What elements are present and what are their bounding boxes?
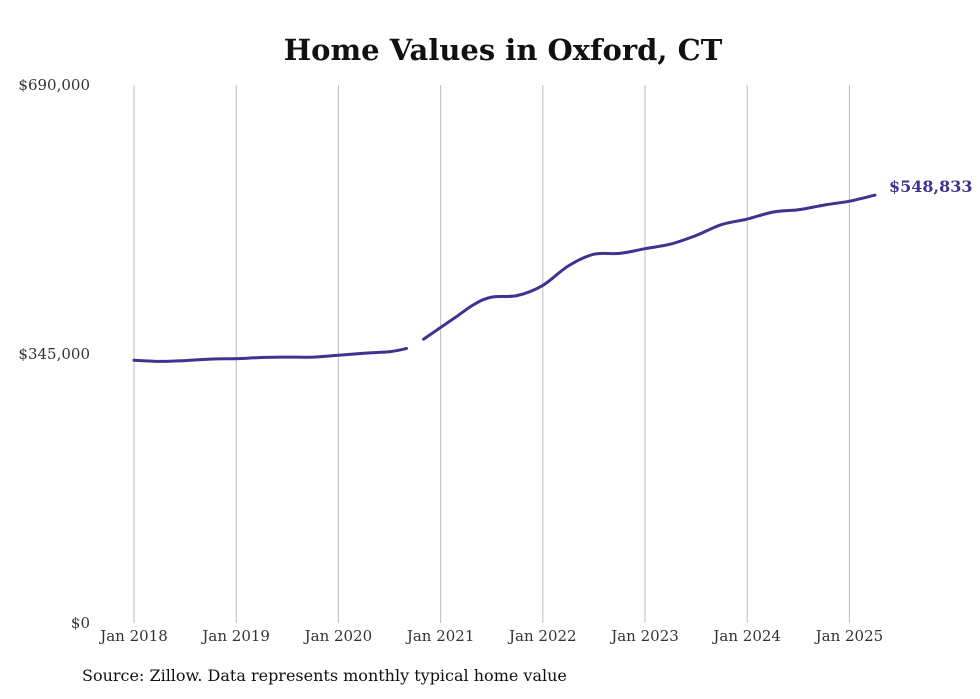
x-tick-label-5: Jan 2023 — [609, 627, 679, 645]
x-tick-label-7: Jan 2025 — [814, 627, 884, 645]
y-tick-label-1: $345,000 — [18, 345, 90, 363]
x-tick-label-6: Jan 2024 — [711, 627, 781, 645]
y-axis: $0 $345,000 $690,000 — [18, 76, 90, 632]
x-axis: Jan 2018 Jan 2019 Jan 2020 Jan 2021 Jan 2022… — [98, 627, 883, 645]
source-note: Source: Zillow. Data represents monthly … — [82, 666, 567, 685]
x-tick-label-3: Jan 2021 — [405, 627, 475, 645]
gridlines — [133, 85, 850, 623]
series-layer — [132, 193, 877, 363]
x-tick-label-2: Jan 2020 — [303, 627, 373, 645]
chart-title: Home Values in Oxford, CT — [284, 33, 723, 67]
x-tick-label-1: Jan 2019 — [200, 627, 270, 645]
x-tick-label-4: Jan 2022 — [507, 627, 577, 645]
x-tick-label-0: Jan 2018 — [98, 627, 168, 645]
series-line-segment-1 — [422, 193, 877, 341]
end-value-label: $548,833 — [889, 177, 973, 196]
y-tick-label-2: $690,000 — [18, 76, 90, 94]
y-tick-label-0: $0 — [71, 614, 90, 632]
series-line-segment-0 — [132, 347, 408, 363]
